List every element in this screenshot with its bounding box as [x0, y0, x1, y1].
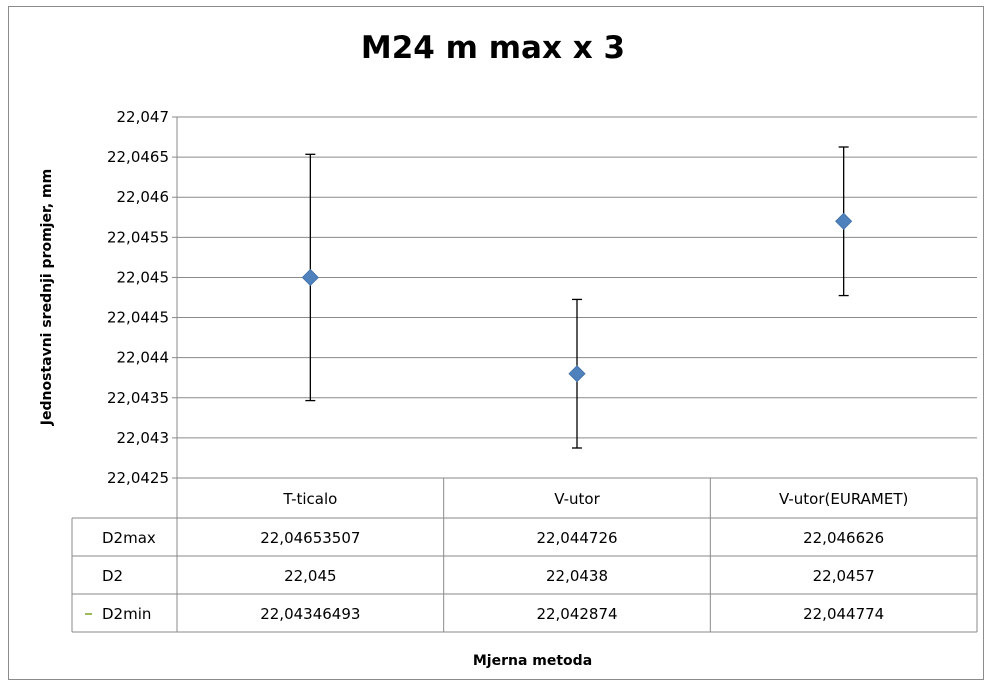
y-tick-label: 22,0425 [107, 469, 169, 487]
table-cell: 22,042874 [536, 605, 617, 623]
table-cell: 22,0438 [546, 567, 608, 585]
data-point [568, 365, 586, 383]
table-cell: 22,045 [284, 567, 337, 585]
chart-title: M24 m max x 3 [360, 30, 626, 66]
x-axis-label: Mjerna metoda [472, 653, 593, 669]
y-tick-label: 22,046 [117, 188, 170, 206]
chart-frame [8, 6, 984, 680]
table-cell: 22,044774 [803, 605, 884, 623]
x-category-label: V-utor(EURAMET) [779, 490, 908, 508]
table-cell: 22,046626 [803, 529, 884, 547]
y-tick-label: 22,0455 [107, 228, 169, 246]
table-cell: 22,044726 [536, 529, 617, 547]
table-cell: 22,04653507 [260, 529, 360, 547]
x-category-label: T-ticalo [282, 490, 337, 508]
table-row-header: D2 [102, 567, 123, 585]
y-tick-label: 22,043 [117, 429, 170, 447]
y-tick-label: 22,0465 [107, 148, 169, 166]
y-tick-label: 22,045 [117, 268, 170, 286]
table-cell: 22,04346493 [260, 605, 360, 623]
y-tick-label: 22,044 [117, 349, 170, 367]
table-row-header: D2min [102, 605, 151, 623]
table-cell: 22,0457 [813, 567, 875, 585]
y-tick-label: 22,047 [117, 108, 170, 126]
y-tick-label: 22,0445 [107, 309, 169, 327]
x-category-label: V-utor [554, 490, 600, 508]
table-row-header: D2max [102, 529, 156, 547]
data-point [835, 212, 853, 230]
y-tick-label: 22,0435 [107, 389, 169, 407]
data-point [301, 268, 319, 287]
